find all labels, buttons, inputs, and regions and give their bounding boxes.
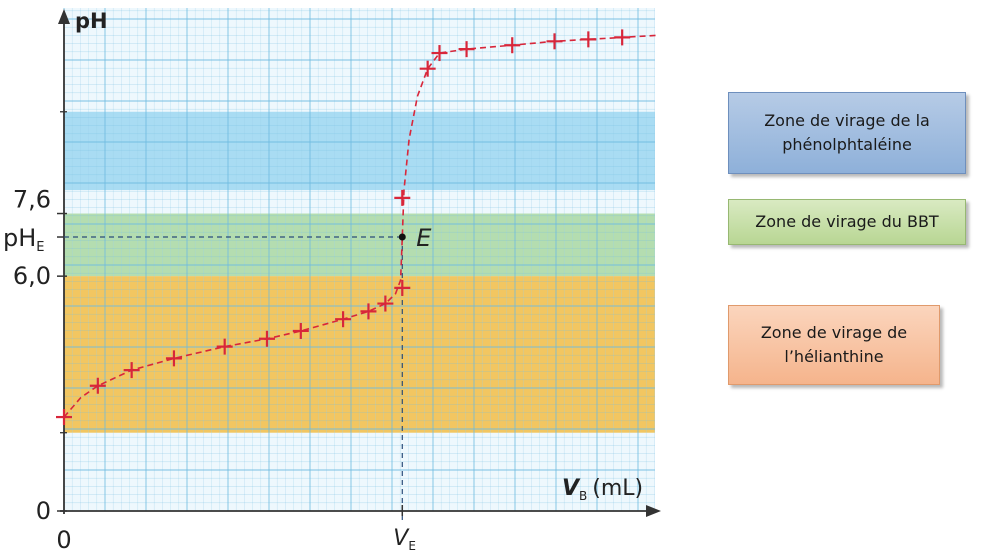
x-axis-label: VB (mL) (562, 476, 643, 503)
helianthine-legend-line1: Zone de virage de (760, 323, 908, 342)
data-point (335, 311, 352, 328)
chart-grid (63, 8, 655, 512)
zone-helianthine (64, 276, 655, 433)
data-point (377, 295, 394, 312)
zone-bbt (64, 213, 655, 277)
equivalence-point (398, 233, 406, 241)
phe-label: pHE (3, 224, 45, 255)
y-tick-label: 0 (36, 497, 51, 525)
y-axis-arrow (58, 9, 70, 24)
data-point (458, 41, 475, 58)
data-point (431, 45, 448, 62)
x-tick-label: 0 (56, 526, 71, 552)
data-point (360, 303, 377, 320)
phenolphthalein-legend-line2: phénolphtaléine (782, 135, 912, 154)
ve-label: VE (393, 526, 416, 552)
data-point (165, 350, 182, 367)
data-point (419, 60, 436, 77)
data-point (394, 279, 411, 296)
equivalence-label: E (416, 224, 432, 252)
bbt-legend: Zone de virage du BBT (728, 199, 966, 245)
phenolphthalein-legend: Zone de virage de la phénolphtaléine (728, 92, 966, 174)
data-point (614, 29, 631, 46)
x-axis-arrow (646, 505, 661, 517)
zone-phenolphthalein (64, 111, 655, 191)
data-point (292, 322, 309, 339)
data-point (580, 31, 597, 48)
y-axis-label: pH (75, 9, 108, 33)
data-point (504, 37, 521, 54)
phenolphthalein-legend-line1: Zone de virage de la (764, 111, 930, 130)
data-point (123, 362, 140, 379)
axis-labels: pH 0 6,0 7,6 pHE 0 VE VB (mL) E (3, 9, 643, 552)
helianthine-legend-line2: l’hélianthine (784, 347, 884, 366)
data-points (56, 29, 631, 426)
y-tick-label: 6,0 (13, 262, 51, 290)
y-tick-label: 7,6 (13, 186, 51, 214)
bbt-legend-label: Zone de virage du BBT (755, 212, 939, 231)
indicator-zones (64, 8, 655, 511)
data-point (89, 377, 106, 394)
chart-axes (57, 9, 661, 517)
data-point (394, 189, 411, 206)
data-point (56, 409, 72, 426)
data-point (216, 338, 233, 355)
data-point (546, 33, 563, 50)
data-point (258, 330, 275, 347)
helianthine-legend: Zone de virage de l’hélianthine (728, 305, 940, 385)
